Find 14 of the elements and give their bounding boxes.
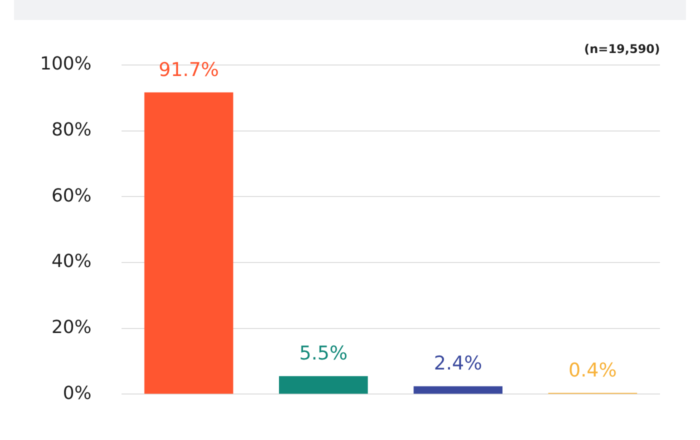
text: (n=19,590) bbox=[584, 42, 660, 56]
data-label: 5.5% bbox=[299, 342, 348, 365]
data-label: 2.4% bbox=[434, 352, 482, 375]
bar bbox=[414, 386, 502, 394]
y-tick-label: 100% bbox=[40, 54, 92, 75]
y-tick-label: 60% bbox=[51, 185, 92, 206]
y-tick-label: 20% bbox=[51, 317, 92, 338]
y-tick-label: 80% bbox=[51, 120, 92, 141]
data-label: 0.4% bbox=[568, 359, 617, 382]
y-tick-label: 0% bbox=[62, 382, 92, 404]
bar bbox=[278, 376, 368, 394]
y-tick-label: 40% bbox=[51, 251, 92, 272]
bar bbox=[144, 92, 234, 394]
data-label: 91.7% bbox=[158, 58, 219, 81]
